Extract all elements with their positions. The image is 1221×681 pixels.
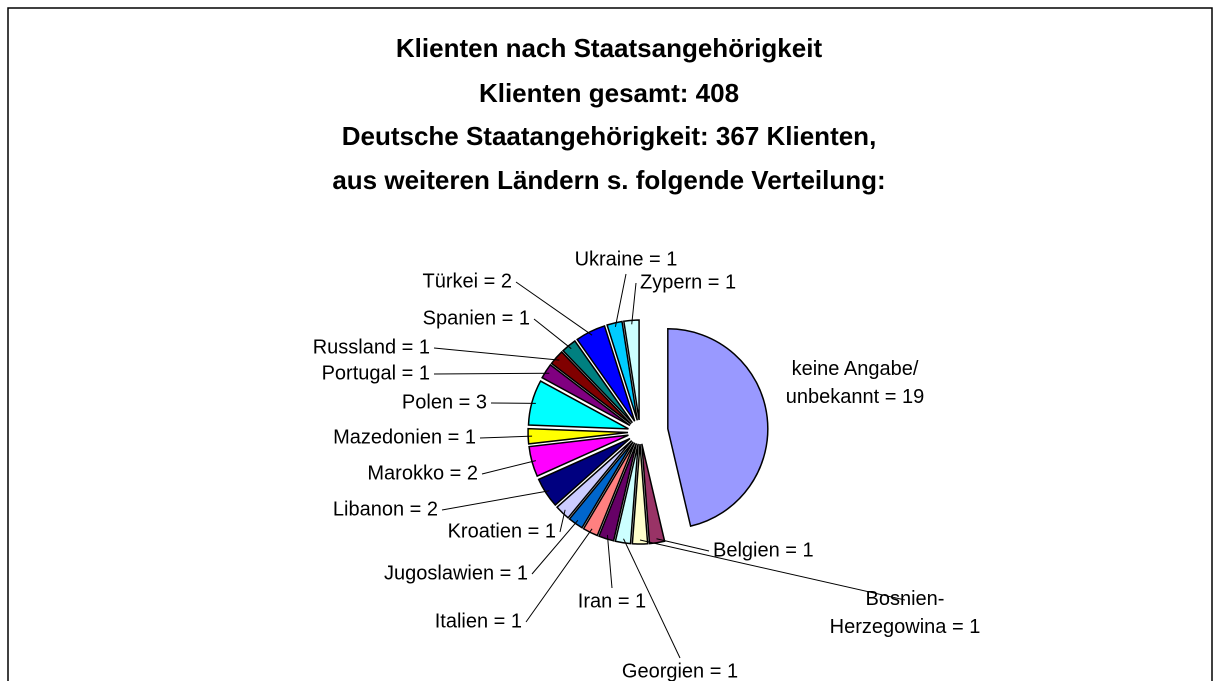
- slice-label: Bosnien-Herzegowina = 1: [830, 588, 981, 638]
- slice-label: Mazedonien = 1: [333, 426, 476, 448]
- pie-slice: [527, 380, 629, 430]
- leader-line: [623, 538, 681, 659]
- slice-label: Iran = 1: [578, 590, 646, 612]
- pie-slice: [576, 324, 636, 422]
- leader-line: [433, 347, 560, 361]
- slice-label: Polen = 3: [402, 391, 487, 413]
- leader-line: [525, 528, 593, 623]
- slice-label: Libanon = 2: [333, 498, 438, 520]
- slice-label: Russland = 1: [313, 336, 430, 358]
- leader-line: [559, 509, 566, 533]
- leader-line: [515, 281, 593, 336]
- slice-label: Italien = 1: [435, 610, 522, 632]
- leader-line: [631, 282, 637, 325]
- chart-title: Klienten nach Staatsangehörigkeit: [396, 33, 823, 63]
- pie-slice: [582, 442, 636, 537]
- pie-slice: [614, 443, 639, 545]
- pie-slice: [550, 350, 632, 425]
- leader-line: [441, 490, 550, 511]
- slice-label: keine Angabe/unbekannt = 19: [786, 358, 924, 408]
- leader-line: [481, 460, 536, 475]
- slice-label: Jugoslawien = 1: [384, 562, 528, 584]
- chart-title: aus weiteren Ländern s. folgende Verteil…: [332, 165, 885, 195]
- slice-label: Spanien = 1: [423, 307, 530, 329]
- slice-label: Belgien = 1: [713, 539, 814, 561]
- leader-line: [479, 435, 533, 439]
- slice-label: Portugal = 1: [322, 362, 430, 384]
- leader-line: [433, 372, 550, 375]
- pie-slice: [541, 363, 631, 427]
- pie-slice: [555, 440, 633, 519]
- pie-slice: [561, 339, 633, 424]
- slice-label: Marokko = 2: [367, 462, 478, 484]
- pie-slice: [598, 443, 638, 542]
- leader-line: [606, 534, 613, 589]
- slice-label: Zypern = 1: [640, 271, 736, 293]
- slice-label: Georgien = 1: [622, 660, 738, 681]
- leader-line: [656, 538, 710, 552]
- leader-line: [533, 318, 572, 350]
- chart-title: Deutsche Staatangehörigkeit: 367 Kliente…: [342, 121, 877, 151]
- pie-slice: [622, 319, 640, 421]
- chart-title: Klienten gesamt: 408: [479, 78, 739, 108]
- pie-slice: [641, 443, 666, 545]
- leader-line: [531, 520, 579, 575]
- slice-label: Ukraine = 1: [575, 248, 678, 270]
- leader-line: [639, 539, 906, 601]
- leader-line: [614, 273, 627, 327]
- pie-slice: [667, 328, 769, 528]
- pie-slice: [537, 437, 631, 507]
- slice-label: Kroatien = 1: [448, 520, 556, 542]
- pie-slice: [631, 443, 649, 545]
- pie-slice: [606, 320, 639, 421]
- slice-label: Türkei = 2: [423, 270, 512, 292]
